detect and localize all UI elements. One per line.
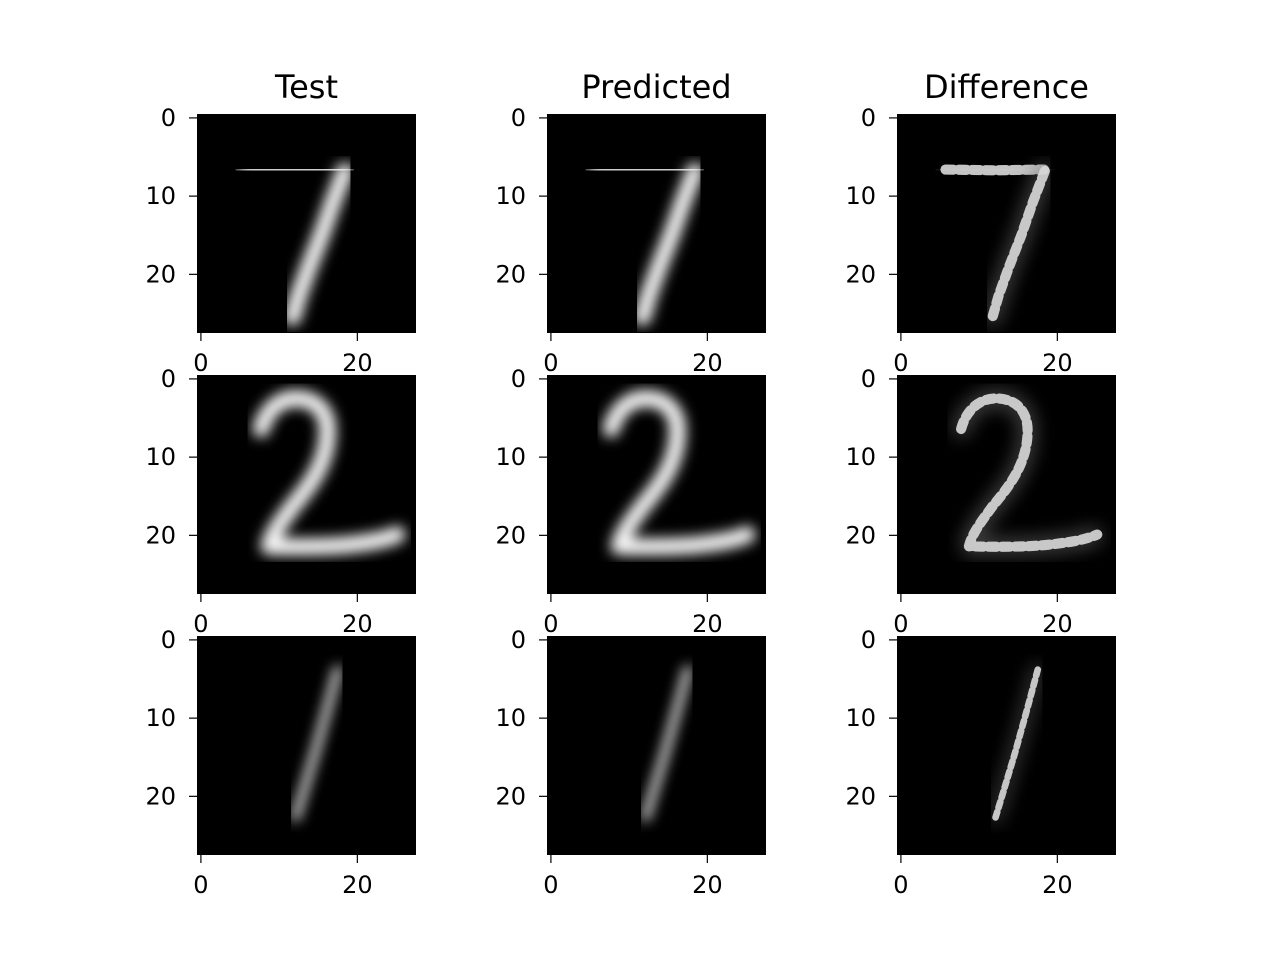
difference-stroke: [987, 166, 1050, 323]
y-tick-label: 20: [145, 782, 176, 810]
x-tick-label: 20: [1042, 610, 1073, 638]
image-panel: [197, 636, 416, 855]
y-tick-label: 0: [861, 104, 876, 132]
x-tick-label: 0: [543, 610, 558, 638]
column-title: Test: [274, 68, 338, 106]
panel: 0 10 20 0 20: [145, 626, 416, 899]
y-tick-label: 10: [145, 704, 176, 732]
y-tick-label: 0: [861, 626, 876, 654]
digit-stroke: [952, 389, 1106, 556]
digit-stroke: [989, 663, 1044, 824]
y-tick-label: 0: [511, 104, 526, 132]
y-tick-label: 10: [145, 443, 176, 471]
image-panel: [897, 114, 1116, 333]
y-tick-label: 20: [145, 260, 176, 288]
digit-stroke: [587, 161, 703, 179]
x-tick-label: 20: [342, 610, 373, 638]
column-titles: Test Predicted Difference: [274, 68, 1089, 106]
y-tick-label: 0: [161, 626, 176, 654]
x-tick-label: 0: [543, 349, 558, 377]
panel: 0 10 20 0 20: [145, 104, 416, 377]
digit-stroke: [936, 160, 1054, 326]
y-tick-label: 20: [845, 521, 876, 549]
x-tick-label: 20: [1042, 871, 1073, 899]
y-tick-label: 20: [495, 521, 526, 549]
y-tick-label: 10: [145, 182, 176, 210]
y-tick-label: 10: [845, 182, 876, 210]
panel: 0 10 20 0 20: [495, 365, 766, 638]
difference-stroke: [992, 666, 1042, 821]
digit-stroke: [641, 665, 692, 822]
digit-stroke: [641, 665, 692, 822]
x-tick-label: 0: [893, 610, 908, 638]
y-tick-label: 0: [161, 365, 176, 393]
x-tick-label: 20: [692, 610, 723, 638]
y-tick-label: 10: [495, 704, 526, 732]
digit-stroke: [284, 162, 354, 326]
y-tick-label: 10: [495, 182, 526, 210]
x-tick-label: 0: [543, 871, 558, 899]
digit-stroke: [602, 390, 756, 556]
x-tick-label: 0: [193, 610, 208, 638]
y-tick-label: 10: [495, 443, 526, 471]
x-tick-label: 0: [193, 871, 208, 899]
digit-stroke: [602, 390, 756, 556]
x-tick-label: 0: [893, 349, 908, 377]
x-tick-label: 0: [193, 349, 208, 377]
x-tick-label: 20: [342, 871, 373, 899]
y-tick-label: 0: [511, 365, 526, 393]
y-tick-label: 10: [845, 443, 876, 471]
x-tick-label: 20: [692, 349, 723, 377]
x-tick-label: 20: [1042, 349, 1073, 377]
digit-stroke: [252, 390, 406, 556]
panel-grid: 0 10 20 0 20 0 10 20 0 20 0 10 20 0 20 0 10 20 0 20 0 10 20 0 20…: [145, 104, 1116, 899]
digit-stroke: [634, 162, 704, 326]
difference-stroke: [956, 393, 1103, 552]
image-panel: [897, 636, 1116, 855]
y-tick-label: 20: [495, 782, 526, 810]
digit-stroke: [587, 161, 704, 326]
column-title: Difference: [924, 68, 1089, 106]
digit-stroke: [252, 390, 406, 556]
column-title: Predicted: [581, 68, 731, 106]
x-tick-label: 20: [342, 349, 373, 377]
digit-stroke: [237, 161, 353, 179]
y-tick-label: 20: [145, 521, 176, 549]
digit-stroke: [237, 161, 354, 326]
digit-stroke: [291, 665, 342, 822]
panel: 0 10 20 0 20: [495, 626, 766, 899]
y-tick-label: 0: [161, 104, 176, 132]
panel: 0 10 20 0 20: [495, 104, 766, 377]
difference-stroke: [940, 164, 1050, 176]
digit-stroke: [291, 665, 342, 822]
image-panel: [547, 636, 766, 855]
panel: 0 10 20 0 20: [845, 626, 1116, 899]
image-panel: [197, 114, 416, 333]
y-tick-label: 0: [511, 626, 526, 654]
x-tick-label: 20: [692, 871, 723, 899]
image-panel: [547, 114, 766, 333]
panel: 0 10 20 0 20: [145, 365, 416, 638]
y-tick-label: 20: [845, 782, 876, 810]
panel: 0 10 20 0 20: [845, 104, 1116, 377]
x-tick-label: 0: [893, 871, 908, 899]
y-tick-label: 20: [495, 260, 526, 288]
y-tick-label: 0: [861, 365, 876, 393]
panel: 0 10 20 0 20: [845, 365, 1116, 638]
y-tick-label: 20: [845, 260, 876, 288]
y-tick-label: 10: [845, 704, 876, 732]
